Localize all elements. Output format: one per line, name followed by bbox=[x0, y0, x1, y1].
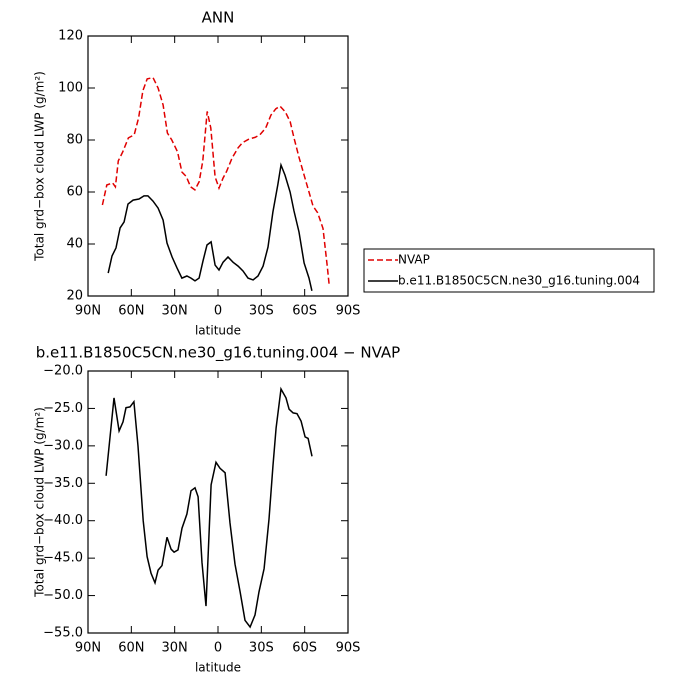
x-tick-label: 90N bbox=[75, 304, 101, 319]
data-line bbox=[105, 386, 313, 629]
y-tick-label: −35.0 bbox=[43, 476, 83, 491]
y-tick-label: −20.0 bbox=[43, 364, 83, 379]
legend-label: NVAP bbox=[398, 253, 430, 267]
plot-frame bbox=[87, 370, 349, 634]
y-tick-label: −45.0 bbox=[43, 551, 83, 566]
plot-frame bbox=[87, 35, 349, 297]
y-tick-label: 100 bbox=[58, 81, 83, 96]
x-tick-label: 60N bbox=[118, 641, 144, 656]
legend-label: b.e11.B1850C5CN.ne30_g16.tuning.004 bbox=[398, 274, 640, 288]
y-axis-label: Total grd−box cloud LWP (g/m²) bbox=[33, 407, 47, 598]
legend-box bbox=[363, 248, 655, 293]
x-tick-label: 90S bbox=[336, 304, 361, 319]
x-tick-label: 30S bbox=[249, 304, 274, 319]
chart-title: b.e11.B1850C5CN.ne30_g16.tuning.004 − NV… bbox=[36, 344, 400, 363]
data-line bbox=[107, 162, 313, 291]
x-tick-label: 60N bbox=[118, 304, 144, 319]
y-tick-label: 60 bbox=[66, 185, 83, 200]
x-axis-label: latitude bbox=[195, 661, 241, 675]
data-line bbox=[101, 76, 330, 286]
x-tick-label: 90S bbox=[336, 641, 361, 656]
x-tick-label: 0 bbox=[214, 304, 222, 319]
y-axis-label: Total grd−box cloud LWP (g/m²) bbox=[33, 71, 47, 262]
y-tick-label: 20 bbox=[66, 289, 83, 304]
x-tick-label: 60S bbox=[292, 641, 317, 656]
y-tick-label: 120 bbox=[58, 29, 83, 44]
y-tick-label: 80 bbox=[66, 133, 83, 148]
x-tick-label: 30N bbox=[162, 304, 188, 319]
chart-title: ANN bbox=[202, 9, 235, 27]
y-tick-label: −50.0 bbox=[43, 588, 83, 603]
y-tick-label: −25.0 bbox=[43, 401, 83, 416]
x-tick-label: 0 bbox=[214, 641, 222, 656]
y-tick-label: 40 bbox=[66, 237, 83, 252]
x-tick-label: 60S bbox=[292, 304, 317, 319]
x-tick-label: 90N bbox=[75, 641, 101, 656]
y-tick-label: −30.0 bbox=[43, 438, 83, 453]
y-tick-label: −40.0 bbox=[43, 513, 83, 528]
x-tick-label: 30N bbox=[162, 641, 188, 656]
x-axis-label: latitude bbox=[195, 324, 241, 338]
x-tick-label: 30S bbox=[249, 641, 274, 656]
y-tick-label: −55.0 bbox=[43, 626, 83, 641]
